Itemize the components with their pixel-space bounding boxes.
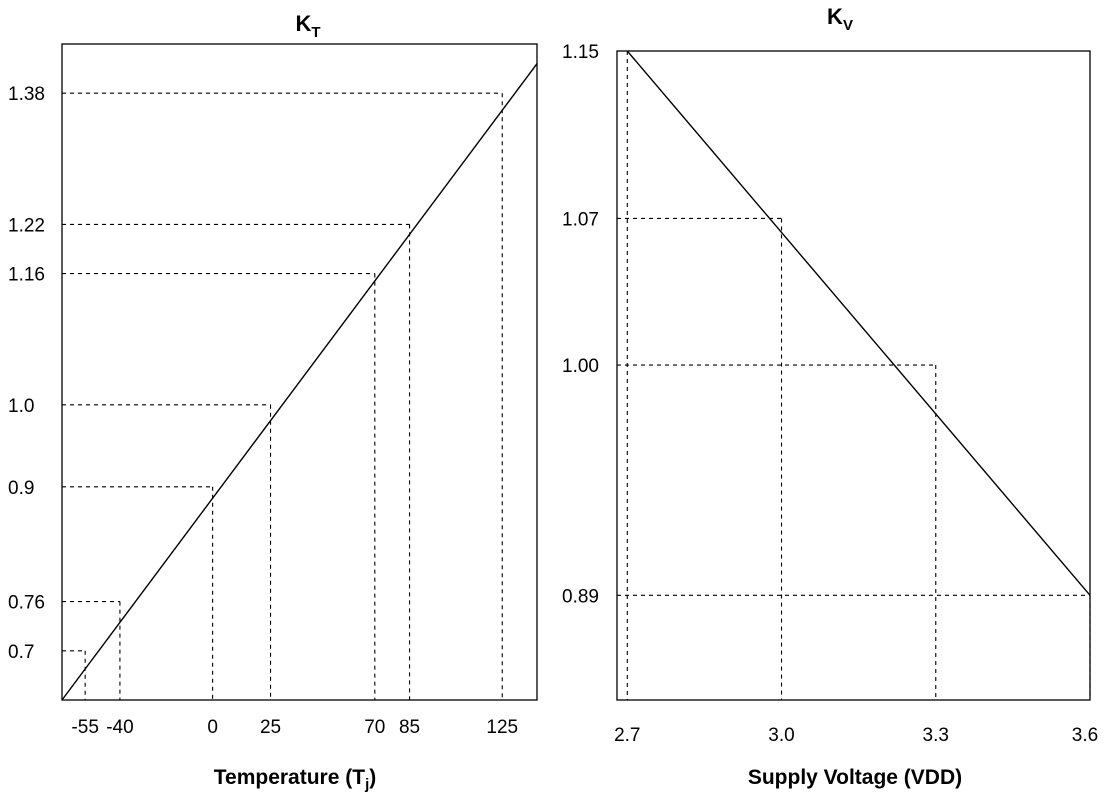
kv-y-tick-label: 1.07: [562, 209, 599, 230]
kt-y-tick-label: 0.7: [8, 642, 34, 663]
kv-series-line: [626, 50, 1091, 596]
kt-series-line: [61, 63, 538, 701]
kt-x-tick-labels: -55 -40 0 25 70 85 125: [71, 717, 518, 738]
kt-y-tick-labels: 0.7 0.76 0.9 1.0 1.16 1.22 1.38: [8, 84, 45, 663]
kv-x-tick-label: 3.0: [768, 725, 794, 746]
kv-y-tick-label: 0.89: [562, 586, 599, 607]
kt-x-axis-label: Temperature (Tj): [214, 766, 376, 793]
kt-x-tick-label: -55: [71, 717, 98, 738]
kv-x-tick-labels: 2.7 3.0 3.3 3.6: [614, 725, 1098, 746]
kv-plot-frame: [616, 50, 1091, 701]
kv-title: KV: [827, 4, 853, 34]
kt-x-tick-label: 85: [399, 717, 420, 738]
kv-x-axis-label: Supply Voltage (VDD): [748, 766, 962, 789]
kt-x-tick-label: 25: [260, 717, 281, 738]
kt-title: KT: [295, 11, 320, 41]
kv-guide-lines: [617, 50, 1091, 700]
kt-y-tick-label: 0.9: [8, 478, 34, 499]
kt-y-tick-label: 1.22: [8, 215, 45, 236]
kt-x-tick-label: -40: [106, 717, 133, 738]
kt-x-tick-label: 70: [364, 717, 385, 738]
kv-y-tick-labels: 1.15 1.07 1.00 0.89: [562, 42, 599, 607]
kt-chart: KT 0.7 0.76 0.9 1.0 1.16 1.22 1.38 -55 -40 0 25 70…: [8, 11, 538, 793]
kt-y-tick-label: 1.38: [8, 84, 45, 105]
kt-y-tick-label: 1.16: [8, 265, 45, 286]
kv-x-tick-label: 2.7: [614, 725, 640, 746]
kt-y-tick-label: 1.0: [8, 396, 34, 417]
kv-chart: KV 1.15 1.07 1.00 0.89 2.7 3.0 3.3 3.6 Supply …: [562, 4, 1098, 789]
kt-x-tick-label: 125: [486, 717, 518, 738]
kv-x-tick-label: 3.6: [1072, 725, 1098, 746]
kv-x-tick-label: 3.3: [923, 725, 949, 746]
kt-y-tick-label: 0.76: [8, 593, 45, 614]
kt-plot-frame: [61, 43, 538, 701]
kt-x-tick-label: 0: [207, 717, 218, 738]
kv-y-tick-label: 1.00: [562, 356, 599, 377]
kv-y-tick-label: 1.15: [562, 42, 599, 63]
kt-guide-lines: [62, 92, 503, 700]
